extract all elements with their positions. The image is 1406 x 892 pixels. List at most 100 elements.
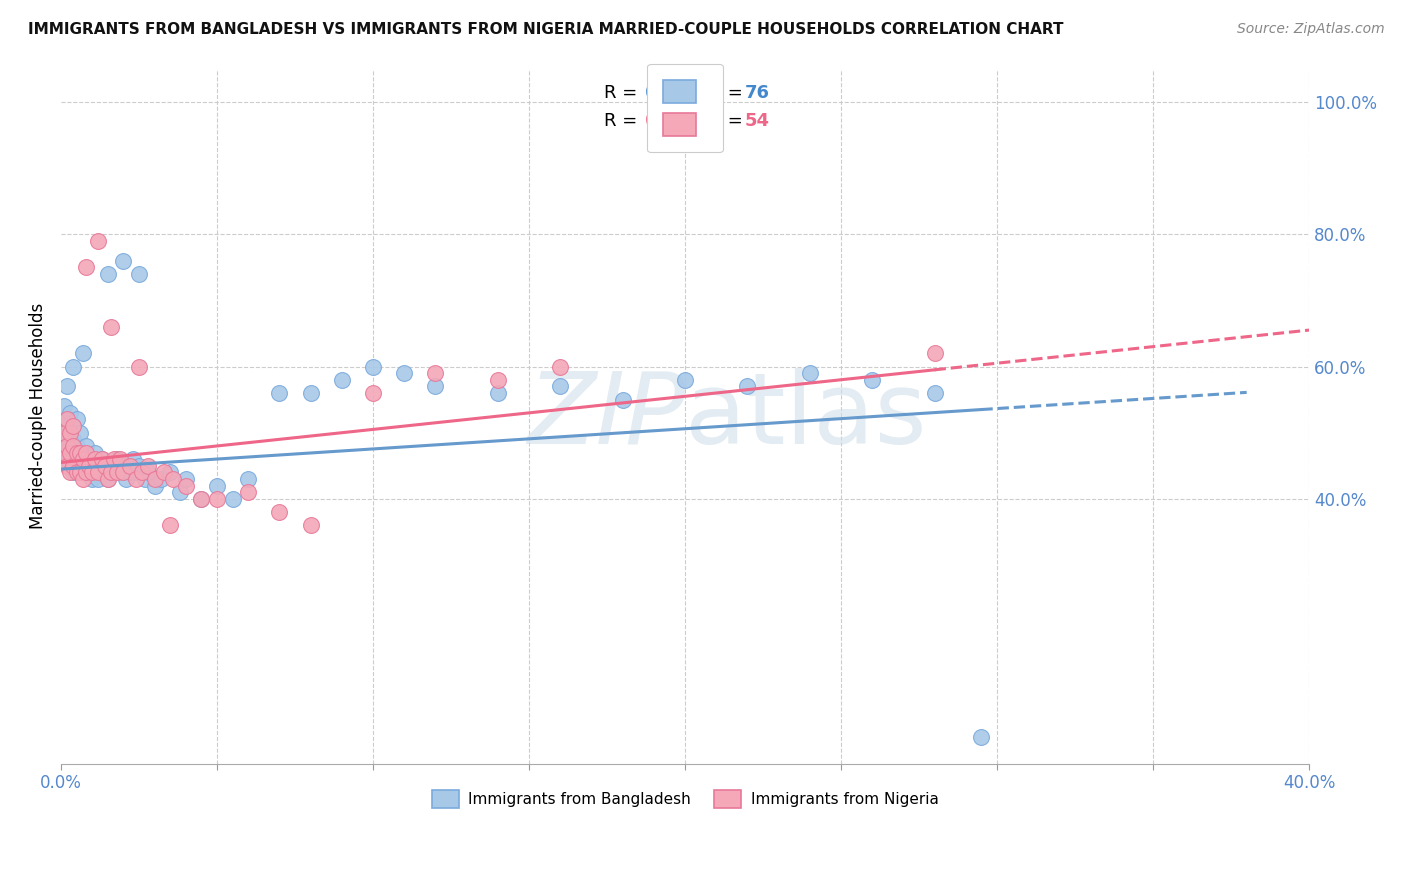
Point — [361, 359, 384, 374]
Point — [90, 452, 112, 467]
Point — [69, 445, 91, 459]
Point — [59, 439, 82, 453]
Point — [673, 373, 696, 387]
Text: 54: 54 — [745, 112, 770, 129]
Point — [392, 366, 415, 380]
Point — [84, 445, 107, 459]
Point — [75, 445, 97, 459]
Point — [118, 458, 141, 473]
Point — [131, 466, 153, 480]
Point — [269, 505, 291, 519]
Point — [65, 412, 87, 426]
Point — [75, 260, 97, 275]
Text: R =: R = — [605, 112, 648, 129]
Point — [53, 419, 76, 434]
Point — [159, 466, 181, 480]
Point — [56, 452, 79, 467]
Point — [77, 466, 100, 480]
Point — [77, 452, 100, 467]
Point — [53, 399, 76, 413]
Text: atlas: atlas — [685, 368, 927, 465]
Point — [128, 359, 150, 374]
Point — [128, 458, 150, 473]
Point — [136, 466, 159, 480]
Point — [737, 379, 759, 393]
Text: 0.138: 0.138 — [645, 84, 696, 102]
Point — [62, 458, 84, 473]
Point — [87, 472, 110, 486]
Legend: Immigrants from Bangladesh, Immigrants from Nigeria: Immigrants from Bangladesh, Immigrants f… — [425, 782, 946, 815]
Point — [72, 445, 94, 459]
Point — [970, 731, 993, 745]
Point — [59, 406, 82, 420]
Point — [238, 472, 260, 486]
Point — [143, 479, 166, 493]
Point — [799, 366, 821, 380]
Point — [105, 466, 128, 480]
Point — [97, 472, 120, 486]
Point — [190, 491, 212, 506]
Point — [97, 267, 120, 281]
Point — [75, 458, 97, 473]
Point — [110, 452, 132, 467]
Point — [93, 466, 115, 480]
Text: 76: 76 — [745, 84, 770, 102]
Point — [62, 419, 84, 434]
Point — [100, 319, 122, 334]
Point — [221, 491, 243, 506]
Point — [62, 466, 84, 480]
Point — [112, 466, 135, 480]
Point — [110, 466, 132, 480]
Point — [169, 485, 191, 500]
Point — [100, 466, 122, 480]
Point — [143, 472, 166, 486]
Point — [69, 445, 91, 459]
Point — [59, 425, 82, 440]
Text: Source: ZipAtlas.com: Source: ZipAtlas.com — [1237, 22, 1385, 37]
Point — [486, 373, 509, 387]
Y-axis label: Married-couple Households: Married-couple Households — [30, 303, 46, 529]
Point — [100, 466, 122, 480]
Point — [69, 458, 91, 473]
Point — [82, 466, 104, 480]
Point — [159, 518, 181, 533]
Text: 0.233: 0.233 — [645, 112, 696, 129]
Point — [62, 359, 84, 374]
Point — [190, 491, 212, 506]
Point — [56, 439, 79, 453]
Point — [59, 445, 82, 459]
Point — [103, 458, 125, 473]
Point — [56, 439, 79, 453]
Point — [136, 458, 159, 473]
Point — [56, 412, 79, 426]
Text: IMMIGRANTS FROM BANGLADESH VS IMMIGRANTS FROM NIGERIA MARRIED-COUPLE HOUSEHOLDS : IMMIGRANTS FROM BANGLADESH VS IMMIGRANTS… — [28, 22, 1063, 37]
Point — [924, 346, 946, 360]
Point — [125, 466, 148, 480]
Point — [59, 425, 82, 440]
Point — [56, 425, 79, 440]
Point — [174, 479, 197, 493]
Point — [612, 392, 634, 407]
Point — [330, 373, 353, 387]
Point — [53, 445, 76, 459]
Point — [105, 452, 128, 467]
Point — [125, 472, 148, 486]
Point — [62, 433, 84, 447]
Point — [90, 452, 112, 467]
Point — [548, 359, 571, 374]
Point — [87, 234, 110, 248]
Point — [860, 373, 883, 387]
Point — [361, 386, 384, 401]
Point — [77, 458, 100, 473]
Text: N =: N = — [697, 84, 749, 102]
Point — [75, 466, 97, 480]
Point — [59, 458, 82, 473]
Point — [97, 472, 120, 486]
Point — [69, 466, 91, 480]
Point — [72, 472, 94, 486]
Point — [59, 466, 82, 480]
Point — [72, 466, 94, 480]
Point — [134, 472, 156, 486]
Point — [82, 452, 104, 467]
Point — [162, 472, 184, 486]
